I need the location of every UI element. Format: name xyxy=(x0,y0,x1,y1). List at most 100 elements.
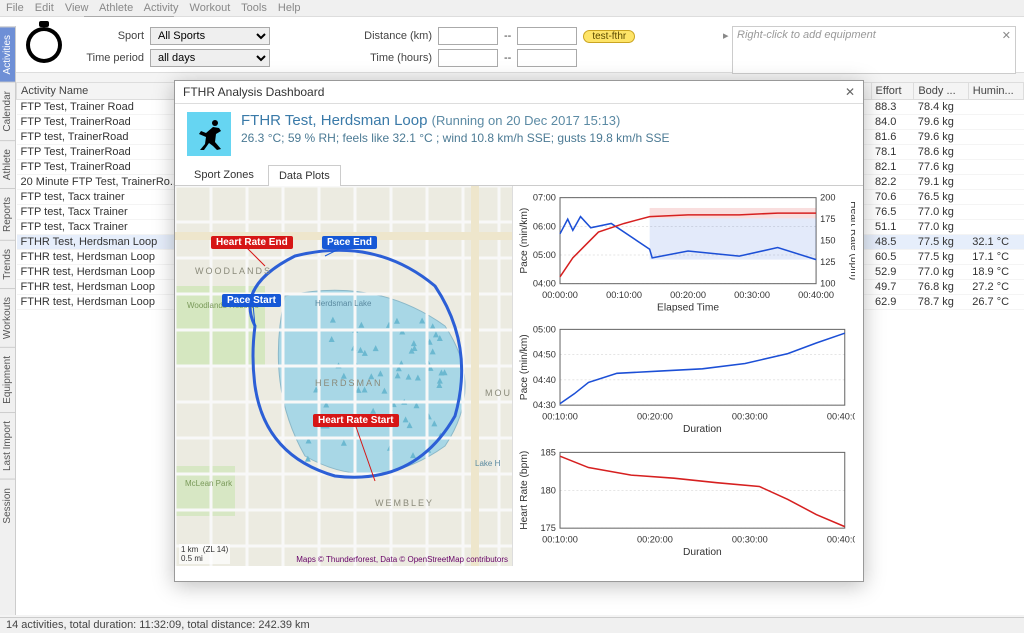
table-cell: 77.6 kg xyxy=(914,160,968,175)
fthr-dialog: FTHR Analysis Dashboard ✕ FTHR Test, Her… xyxy=(174,80,864,582)
column-header[interactable]: Activity Name xyxy=(17,83,184,100)
table-cell: 79.6 kg xyxy=(914,130,968,145)
column-header[interactable]: Humin... xyxy=(968,83,1023,100)
map-scale: 1 km (ZL 14) 0.5 mi xyxy=(179,544,230,564)
table-cell: 77.5 kg xyxy=(914,235,968,250)
svg-text:HERDSMAN: HERDSMAN xyxy=(315,378,383,388)
svg-text:00:40:00: 00:40:00 xyxy=(798,290,834,300)
table-cell: 84.0 xyxy=(871,115,914,130)
table-cell xyxy=(968,205,1023,220)
dialog-titlebar[interactable]: FTHR Analysis Dashboard ✕ xyxy=(175,81,863,104)
map-label: Pace Start xyxy=(222,294,281,307)
svg-text:00:40:00: 00:40:00 xyxy=(827,534,855,544)
table-cell: 20 Minute FTP Test, TrainerRo... xyxy=(17,175,184,190)
table-cell: FTP test, Tacx trainer xyxy=(17,190,184,205)
dash: -- xyxy=(504,30,511,42)
tab-workouts[interactable]: Workouts xyxy=(0,288,15,347)
menubar[interactable]: File Edit View Athlete Activity Workout … xyxy=(0,0,1024,17)
menu-file[interactable]: File xyxy=(6,2,24,14)
menu-help[interactable]: Help xyxy=(278,2,301,14)
menu-tools[interactable]: Tools xyxy=(241,2,267,14)
chart-hr-duration: 18518017500:10:0000:20:0000:30:0000:40:0… xyxy=(517,443,855,560)
svg-text:175: 175 xyxy=(820,214,835,224)
tab-athlete[interactable]: Athlete xyxy=(0,140,15,188)
tab-equipment[interactable]: Equipment xyxy=(0,347,15,412)
table-cell: 76.5 kg xyxy=(914,190,968,205)
distance-from-input[interactable] xyxy=(438,27,498,45)
filter-badge[interactable]: test-fthr xyxy=(583,30,635,43)
tab-trends[interactable]: Trends xyxy=(0,240,15,288)
map-area[interactable]: WOODLANDSHERDSMANWEMBLEYMOUWoodlands Res… xyxy=(175,186,513,566)
menu-athlete[interactable]: Athlete xyxy=(99,2,133,14)
dialog-title-text: FTHR Analysis Dashboard xyxy=(183,85,324,99)
period-select[interactable]: all days xyxy=(150,49,270,67)
close-icon[interactable]: ✕ xyxy=(1002,29,1011,42)
svg-text:04:40: 04:40 xyxy=(533,375,556,385)
menu-edit[interactable]: Edit xyxy=(35,2,54,14)
sport-select[interactable]: All Sports xyxy=(150,27,270,45)
table-cell: FTHR test, Herdsman Loop xyxy=(17,295,184,310)
table-cell: 76.5 xyxy=(871,205,914,220)
table-cell xyxy=(968,115,1023,130)
running-icon xyxy=(187,112,231,156)
menu-view[interactable]: View xyxy=(65,2,89,14)
tab-data-plots[interactable]: Data Plots xyxy=(268,165,341,186)
distance-to-input[interactable] xyxy=(517,27,577,45)
table-cell: 32.1 °C xyxy=(968,235,1023,250)
table-cell: 62.9 xyxy=(871,295,914,310)
menu-activity[interactable]: Activity xyxy=(144,2,179,14)
svg-text:04:30: 04:30 xyxy=(533,400,556,410)
svg-text:180: 180 xyxy=(541,485,556,495)
dialog-weather: 26.3 °C; 59 % RH; feels like 32.1 °C ; w… xyxy=(241,131,669,145)
table-cell: 79.1 kg xyxy=(914,175,968,190)
table-cell: 77.0 kg xyxy=(914,265,968,280)
column-header[interactable]: Body ... xyxy=(914,83,968,100)
time-from-input[interactable] xyxy=(438,49,498,67)
svg-text:00:20:00: 00:20:00 xyxy=(670,290,706,300)
table-cell: 17.1 °C xyxy=(968,250,1023,265)
svg-text:Heart Rate (bpm): Heart Rate (bpm) xyxy=(519,451,530,530)
table-cell xyxy=(968,175,1023,190)
column-header[interactable]: Effort xyxy=(871,83,914,100)
table-cell xyxy=(968,160,1023,175)
svg-text:200: 200 xyxy=(820,193,835,203)
table-cell: 26.7 °C xyxy=(968,295,1023,310)
tab-sport-zones[interactable]: Sport Zones xyxy=(183,164,265,185)
svg-text:00:30:00: 00:30:00 xyxy=(732,534,768,544)
svg-text:McLean Park: McLean Park xyxy=(185,479,233,488)
table-cell: 18.9 °C xyxy=(968,265,1023,280)
table-cell xyxy=(968,145,1023,160)
time-label: Time (hours) xyxy=(350,52,432,64)
tab-activities[interactable]: Activities xyxy=(0,26,15,82)
table-cell: FTP Test, TrainerRoad xyxy=(17,115,184,130)
tab-calendar[interactable]: Calendar xyxy=(0,82,15,140)
table-cell xyxy=(968,190,1023,205)
svg-text:Heart Rate (bpm): Heart Rate (bpm) xyxy=(848,201,855,280)
table-cell: FTHR test, Herdsman Loop xyxy=(17,265,184,280)
sport-label: Sport xyxy=(72,30,144,42)
svg-text:00:30:00: 00:30:00 xyxy=(734,290,770,300)
caret-icon[interactable]: ▸ xyxy=(723,29,729,42)
table-cell: 77.0 kg xyxy=(914,205,968,220)
menu-workout[interactable]: Workout xyxy=(190,2,231,14)
tab-session[interactable]: Session xyxy=(0,479,15,532)
equipment-panel[interactable]: ▸ Right-click to add equipment ✕ xyxy=(732,26,1016,74)
svg-text:Duration: Duration xyxy=(683,424,722,435)
svg-text:Elapsed Time: Elapsed Time xyxy=(657,302,719,313)
tab-last-import[interactable]: Last Import xyxy=(0,412,15,479)
map-attribution: Maps © Thunderforest, Data © OpenStreetM… xyxy=(296,555,508,564)
dialog-close-button[interactable]: ✕ xyxy=(845,85,855,99)
table-cell: 78.7 kg xyxy=(914,295,968,310)
svg-text:05:00: 05:00 xyxy=(533,250,556,260)
table-cell xyxy=(968,130,1023,145)
table-cell: FTP Test, TrainerRoad xyxy=(17,160,184,175)
svg-text:WEMBLEY: WEMBLEY xyxy=(375,498,434,508)
svg-text:00:10:00: 00:10:00 xyxy=(542,534,578,544)
chart-pace-hr: 07:0006:0005:0004:0020017515012510000:00… xyxy=(517,190,855,314)
table-cell: 60.5 xyxy=(871,250,914,265)
tab-reports[interactable]: Reports xyxy=(0,188,15,240)
svg-text:00:20:00: 00:20:00 xyxy=(637,534,673,544)
svg-text:125: 125 xyxy=(820,257,835,267)
time-to-input[interactable] xyxy=(517,49,577,67)
table-cell: FTP Test, Trainer Road xyxy=(17,100,184,115)
